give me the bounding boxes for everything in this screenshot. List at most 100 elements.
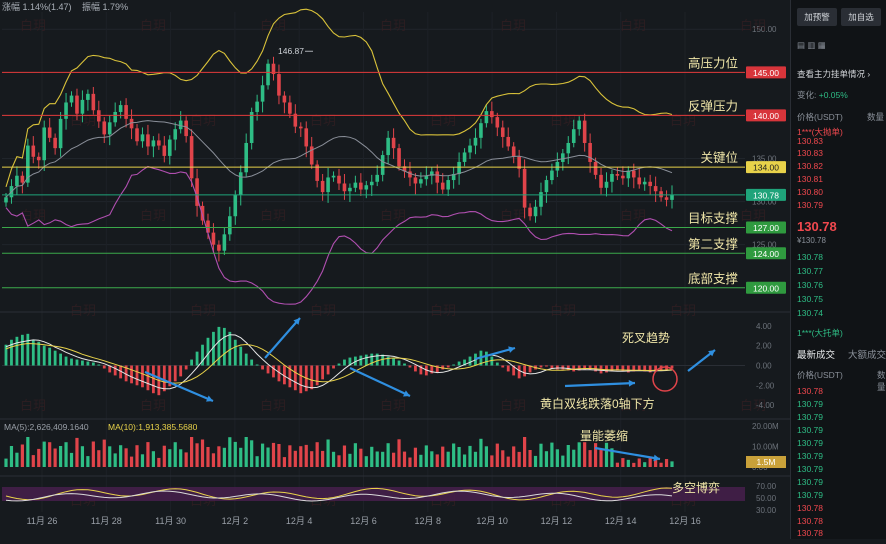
candle-body [331,175,336,178]
volume-bar [271,442,276,467]
ask-level[interactable]: 130.82 [797,161,823,171]
candle-body [642,181,647,185]
volume-bar [135,445,139,467]
time-tick-label: 12月 12 [541,516,573,526]
macd-histogram-bar [545,365,548,367]
main-orders-link[interactable]: 查看主力挂单情况 › [797,69,871,79]
candle-body [107,122,112,135]
candle-body [468,145,472,153]
watermark-text: 白玥 [620,398,646,413]
volume-bar [326,439,330,467]
annotation-bull-bear: 多空博弈 [672,480,720,495]
candle-body [631,170,636,178]
watermark-text: 白玥 [550,113,576,128]
candle-body [162,145,167,156]
bid-top[interactable]: 130.78 [797,252,823,262]
candle-body [364,185,369,190]
volume-bar [495,443,499,467]
macd-histogram-bar [555,365,559,370]
candle-body [353,182,358,188]
chart-area[interactable]: 150.00 145.00 140.00 135.00 130.00 125.00 120.… [0,0,816,539]
candle-body [31,145,36,157]
watermark-text: 白玥 [380,208,406,223]
trend-arrow [564,381,636,388]
level-price-tag [746,247,786,260]
change-text: 涨幅 1.14%(1.47) [2,2,72,12]
macd-histogram-bar [135,365,139,386]
depth-icons[interactable]: ▤ ▥ ▦ [797,40,826,50]
macd-histogram-bar [288,365,292,388]
candle-body [484,111,489,124]
volume-bar [523,437,527,467]
bid-level[interactable]: 130.76 [797,280,823,290]
volume-bar [69,452,74,467]
tab-big-trades[interactable]: 大额成交 [848,350,886,361]
macd-histogram-bar [375,353,379,366]
candle-body [637,177,642,185]
ask-level[interactable]: 130.83 [797,148,823,158]
volume-bar [20,444,24,467]
volume-bar [4,458,8,467]
ask-level[interactable]: 130.80 [797,187,823,197]
volume-bar [42,441,46,467]
volume-bar [506,456,510,467]
macd-histogram-bar [408,365,412,368]
volume-bar [97,450,101,467]
macd-histogram-bar [124,365,128,382]
candle-body [435,171,440,183]
watermark-text: 白玥 [670,303,696,318]
bid-level[interactable]: 130.75 [797,294,823,304]
macd-histogram-bar [97,364,101,366]
time-tick-label: 12月 2 [222,516,249,526]
level-price-tag-text: 120.00 [753,283,779,293]
volume-bar [190,437,194,467]
bid-level[interactable]: 130.77 [797,266,823,276]
bid-level[interactable]: 130.74 [797,308,823,318]
trend-arrow [264,317,301,359]
watermark-text: 白玥 [500,18,526,33]
volume-bar [331,451,336,467]
macd-histogram-bar [419,365,423,375]
macd-histogram-bar [648,365,652,373]
candle-body [446,180,450,190]
volume-bar [533,455,538,467]
volume-bar [108,446,112,467]
add-alert-button[interactable]: 加预警 [797,8,837,26]
ask-level[interactable]: 130.79 [797,200,823,210]
trend-arrow [474,346,516,361]
oscillator-tick-label: 70.00 [756,482,777,491]
volume-bar [626,459,630,467]
macd-histogram-bar [577,365,581,371]
volume-tick-label: 10.00M [752,443,779,452]
macd-histogram-bar [397,360,401,366]
ask-level[interactable]: 130.81 [797,174,823,184]
volume-bar [53,448,57,467]
candle-body [113,111,117,123]
candle-body [555,161,560,171]
time-tick-label: 12月 16 [669,516,701,526]
tab-latest-trades[interactable]: 最新成交 [797,350,836,361]
macd-histogram-bar [222,327,226,366]
candle-body [457,161,461,175]
trend-arrowhead [403,390,410,397]
macd-histogram-bar [359,355,363,366]
candle-body [326,177,330,193]
candle-body [58,118,63,149]
ask-top[interactable]: 130.83 [797,136,823,146]
level-price-tag [746,109,786,122]
level-price-tag-text: 140.00 [753,111,779,121]
macd-histogram-bar [228,331,232,366]
level-price-tag-text: 145.00 [753,68,779,78]
watermark-text: 白玥 [260,398,286,413]
price-chart[interactable]: 150.00 145.00 140.00 135.00 130.00 125.00 120.… [0,0,816,539]
watermark-text: 白玥 [190,113,216,128]
candle-body [369,181,374,186]
death-cross-circle [652,366,678,392]
candle-body [386,137,390,156]
volume-bar [462,454,467,467]
volume-bar [162,445,166,467]
add-watchlist-button[interactable]: 加自选 [841,8,881,26]
macd-histogram-bar [343,359,346,366]
volume-bar [239,447,243,467]
volume-bar [391,452,396,467]
